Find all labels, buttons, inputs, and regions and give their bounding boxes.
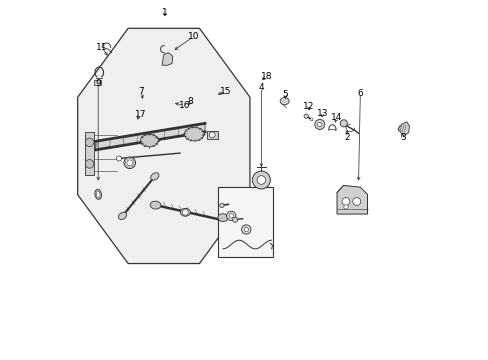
Circle shape <box>241 225 250 234</box>
Circle shape <box>252 171 270 189</box>
Bar <box>206 131 217 139</box>
Text: 16: 16 <box>178 101 190 110</box>
Bar <box>85 132 94 175</box>
Text: 10: 10 <box>187 32 199 41</box>
Circle shape <box>219 203 224 208</box>
Polygon shape <box>336 185 367 214</box>
Text: 14: 14 <box>330 113 342 122</box>
Text: 18: 18 <box>261 72 272 81</box>
Circle shape <box>228 214 233 218</box>
Ellipse shape <box>96 191 100 198</box>
Text: 6: 6 <box>357 89 363 98</box>
Circle shape <box>209 132 215 138</box>
Ellipse shape <box>184 127 203 141</box>
Circle shape <box>85 138 94 147</box>
Circle shape <box>244 227 248 231</box>
Text: 3: 3 <box>399 133 405 142</box>
Circle shape <box>341 198 349 206</box>
Circle shape <box>116 156 121 161</box>
Circle shape <box>304 114 308 118</box>
Ellipse shape <box>150 173 159 180</box>
Circle shape <box>124 157 135 168</box>
Text: 8: 8 <box>187 96 192 105</box>
Text: 9: 9 <box>95 79 101 88</box>
Circle shape <box>317 122 321 127</box>
Polygon shape <box>96 123 204 150</box>
Circle shape <box>126 160 132 166</box>
Circle shape <box>257 176 265 184</box>
Circle shape <box>340 120 346 127</box>
Polygon shape <box>162 53 172 65</box>
Circle shape <box>314 120 324 130</box>
Circle shape <box>85 159 94 168</box>
Text: 4: 4 <box>258 83 264 92</box>
Bar <box>94 80 101 85</box>
Text: 13: 13 <box>316 109 328 118</box>
Text: 11: 11 <box>96 43 107 52</box>
Ellipse shape <box>150 201 161 209</box>
Ellipse shape <box>218 214 227 222</box>
Text: 12: 12 <box>303 102 314 111</box>
Circle shape <box>226 211 235 221</box>
Ellipse shape <box>95 189 102 199</box>
Text: 7: 7 <box>138 86 144 95</box>
Text: 17: 17 <box>135 110 146 119</box>
Circle shape <box>309 118 312 121</box>
Ellipse shape <box>280 98 288 105</box>
Ellipse shape <box>118 212 126 220</box>
Ellipse shape <box>140 134 158 147</box>
Text: 2: 2 <box>343 133 349 142</box>
Circle shape <box>352 198 360 206</box>
Text: 1: 1 <box>162 8 167 17</box>
Circle shape <box>182 210 188 215</box>
Circle shape <box>232 217 237 222</box>
Bar <box>217 187 273 257</box>
Text: 15: 15 <box>220 86 231 95</box>
Text: 5: 5 <box>282 90 287 99</box>
Circle shape <box>343 205 347 209</box>
Ellipse shape <box>180 208 190 216</box>
Polygon shape <box>78 28 249 264</box>
Polygon shape <box>397 122 408 135</box>
